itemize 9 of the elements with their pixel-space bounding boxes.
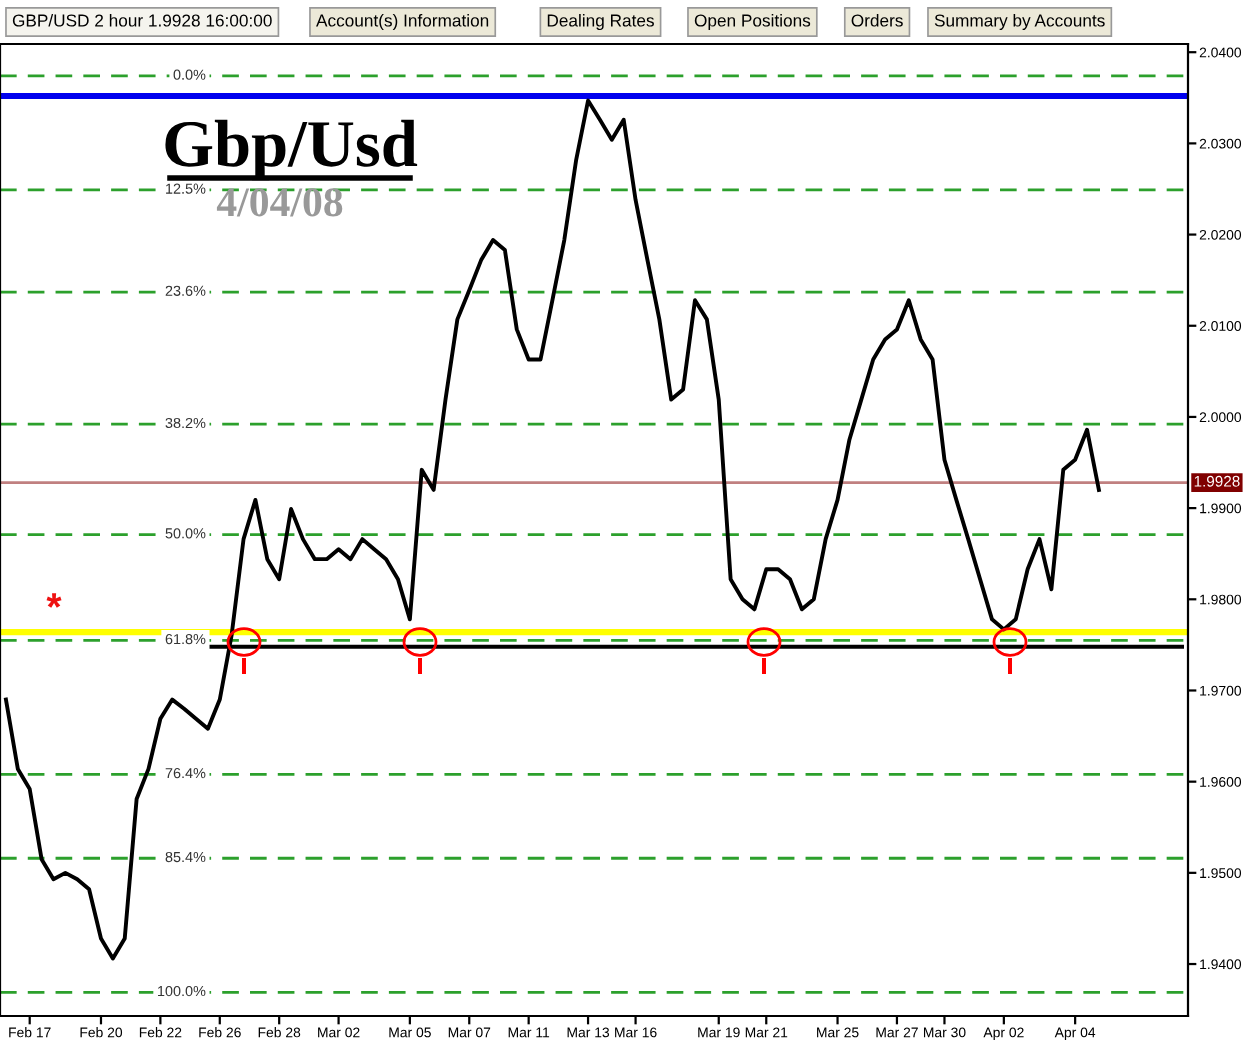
- text: 4/04/08: [216, 188, 343, 217]
- text: Summary by Accounts: [934, 13, 1105, 31]
- text: Open Positions: [694, 13, 811, 31]
- text: Gbp/Usd: [165, 119, 418, 181]
- annotation: *: [46, 593, 62, 608]
- text: Account(s) Information: [316, 13, 489, 31]
- text: Orders: [851, 13, 903, 27]
- text: Dealing Rates: [547, 13, 654, 31]
- text: GBP/USD 2 hour 1.9928 16:00:00: [12, 13, 272, 27]
